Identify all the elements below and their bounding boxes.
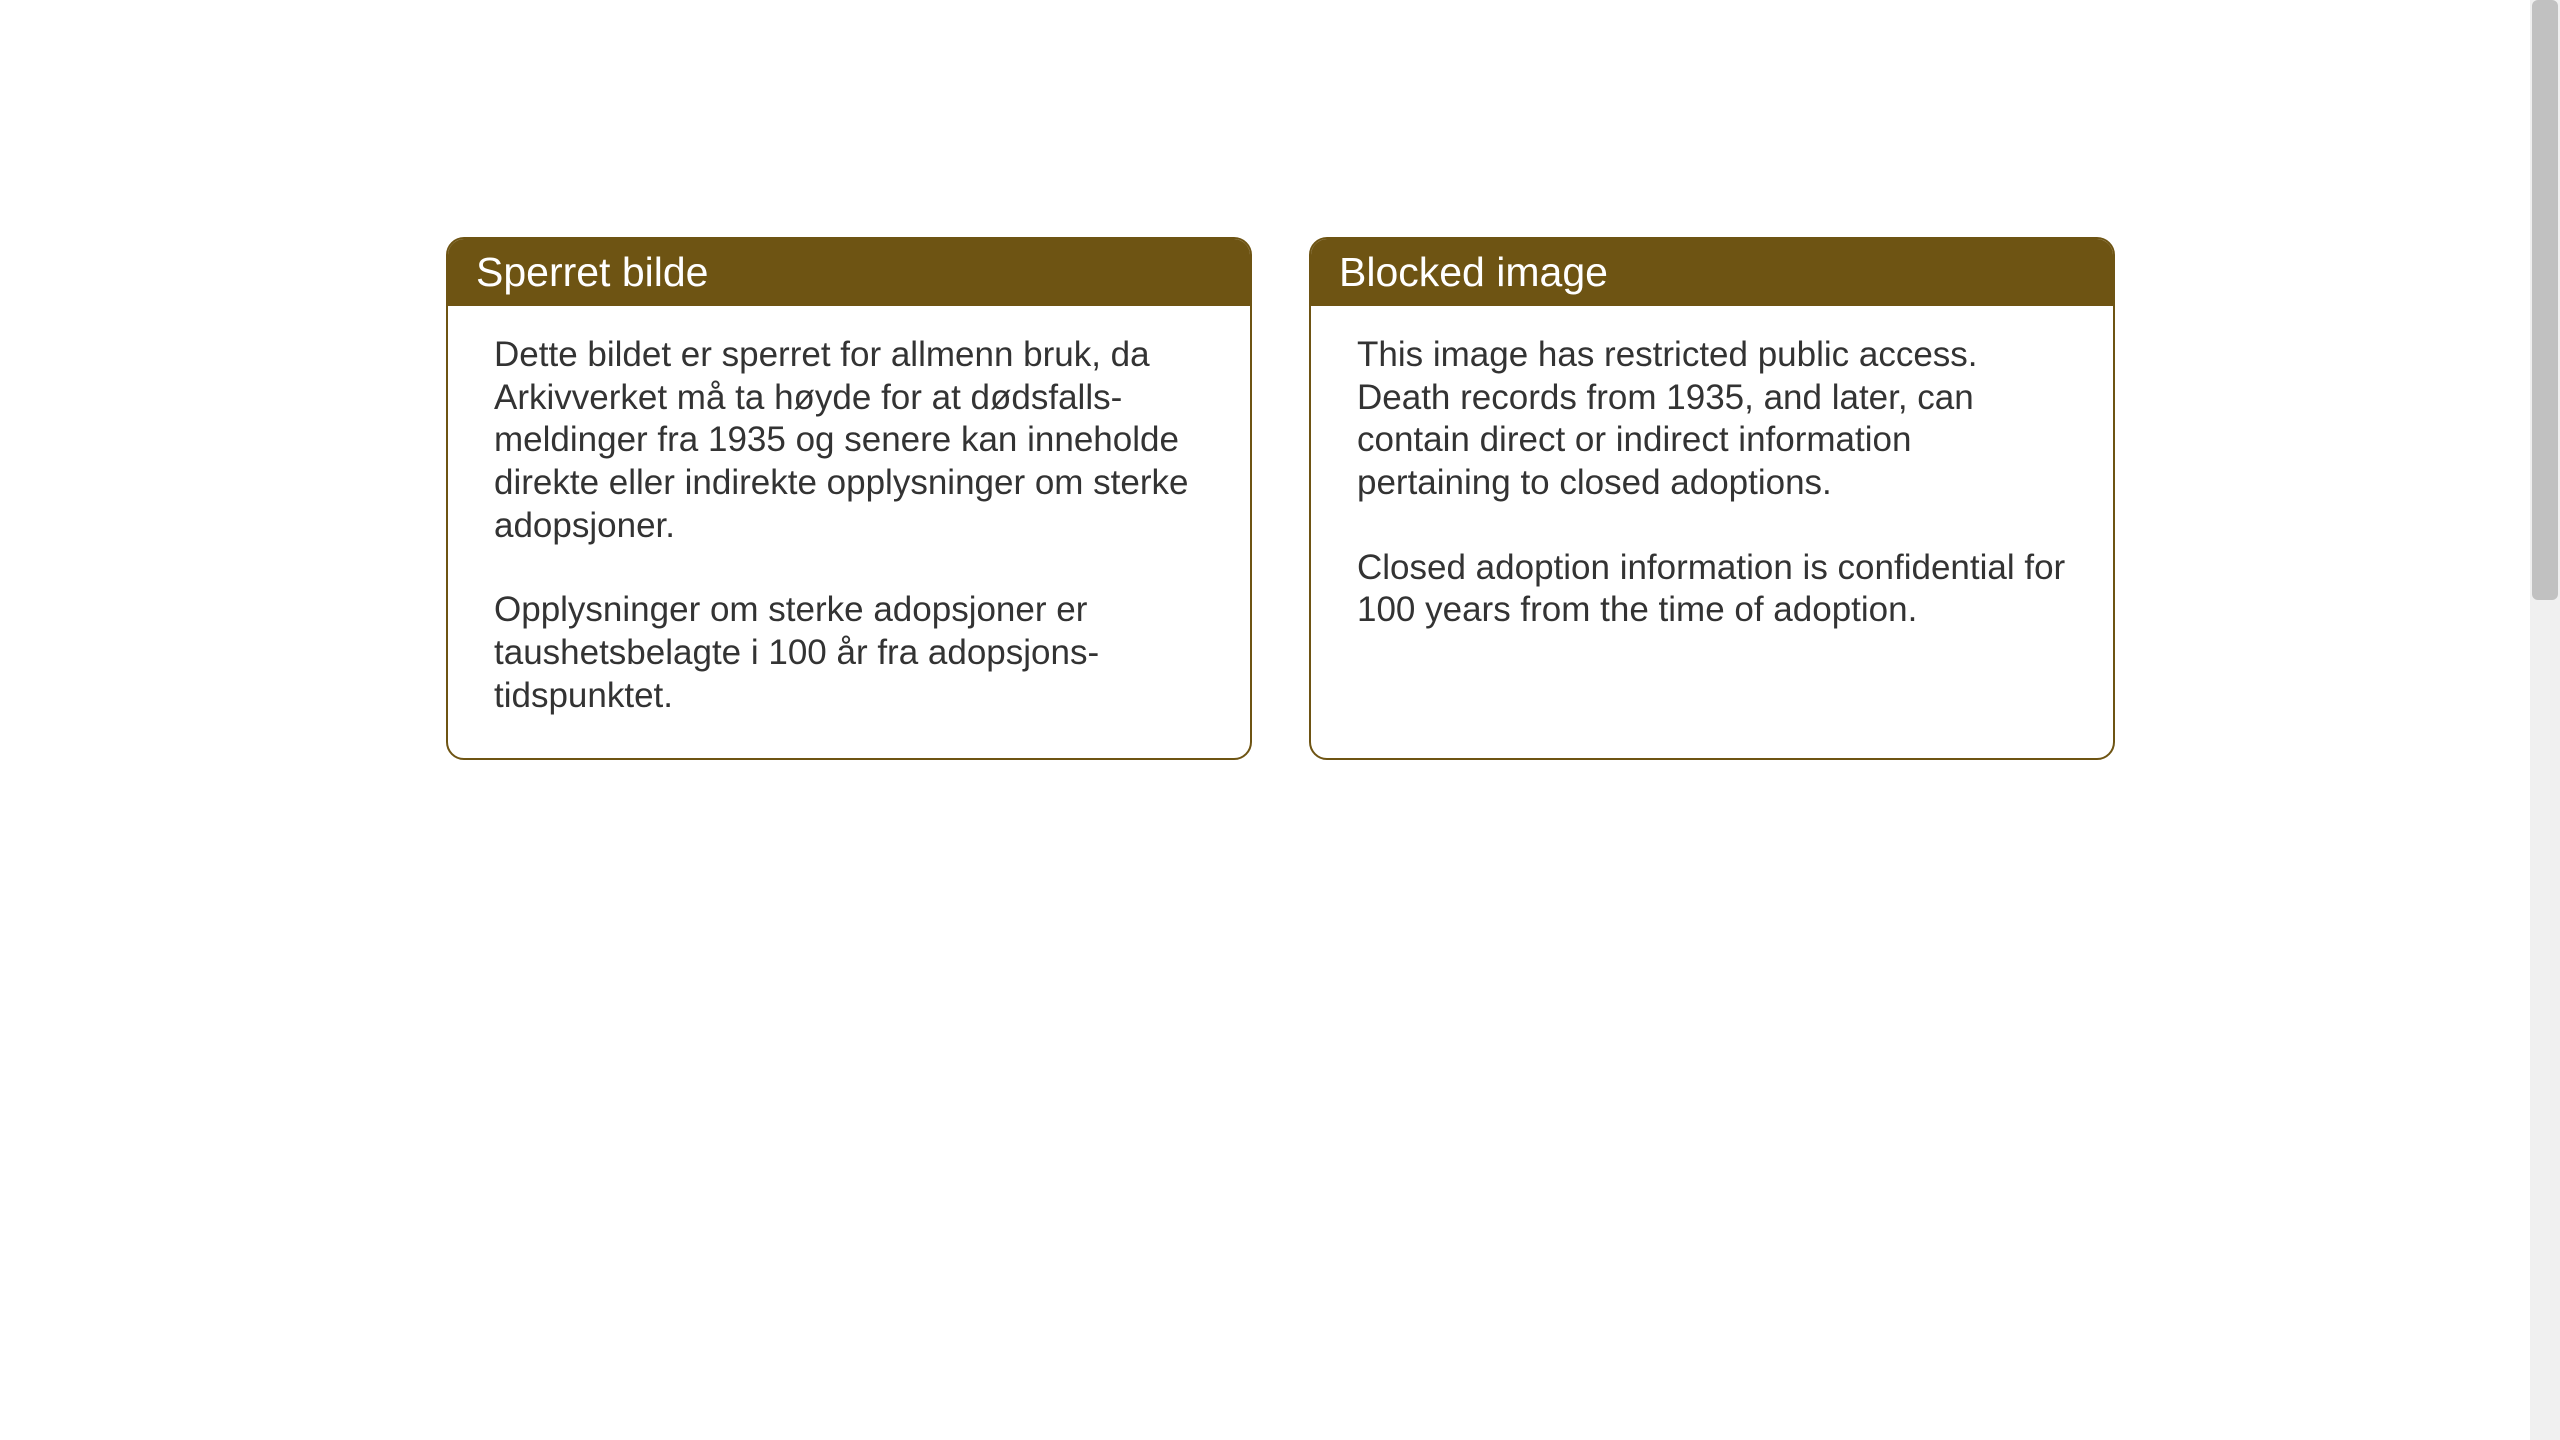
card-body-norwegian: Dette bildet er sperret for allmenn bruk… (448, 306, 1250, 758)
card-paragraph: Opplysninger om sterke adopsjoner er tau… (494, 589, 1204, 717)
card-title: Blocked image (1339, 249, 1608, 295)
card-body-english: This image has restricted public access.… (1311, 306, 2113, 672)
notice-card-english: Blocked image This image has restricted … (1309, 237, 2115, 760)
card-title: Sperret bilde (476, 249, 708, 295)
scrollbar-thumb[interactable] (2532, 0, 2558, 600)
card-header-english: Blocked image (1311, 239, 2113, 306)
card-header-norwegian: Sperret bilde (448, 239, 1250, 306)
notice-cards-container: Sperret bilde Dette bildet er sperret fo… (446, 237, 2115, 760)
vertical-scrollbar[interactable] (2530, 0, 2560, 1440)
card-paragraph: This image has restricted public access.… (1357, 334, 2067, 505)
card-paragraph: Closed adoption information is confident… (1357, 547, 2067, 632)
notice-card-norwegian: Sperret bilde Dette bildet er sperret fo… (446, 237, 1252, 760)
card-paragraph: Dette bildet er sperret for allmenn bruk… (494, 334, 1204, 547)
